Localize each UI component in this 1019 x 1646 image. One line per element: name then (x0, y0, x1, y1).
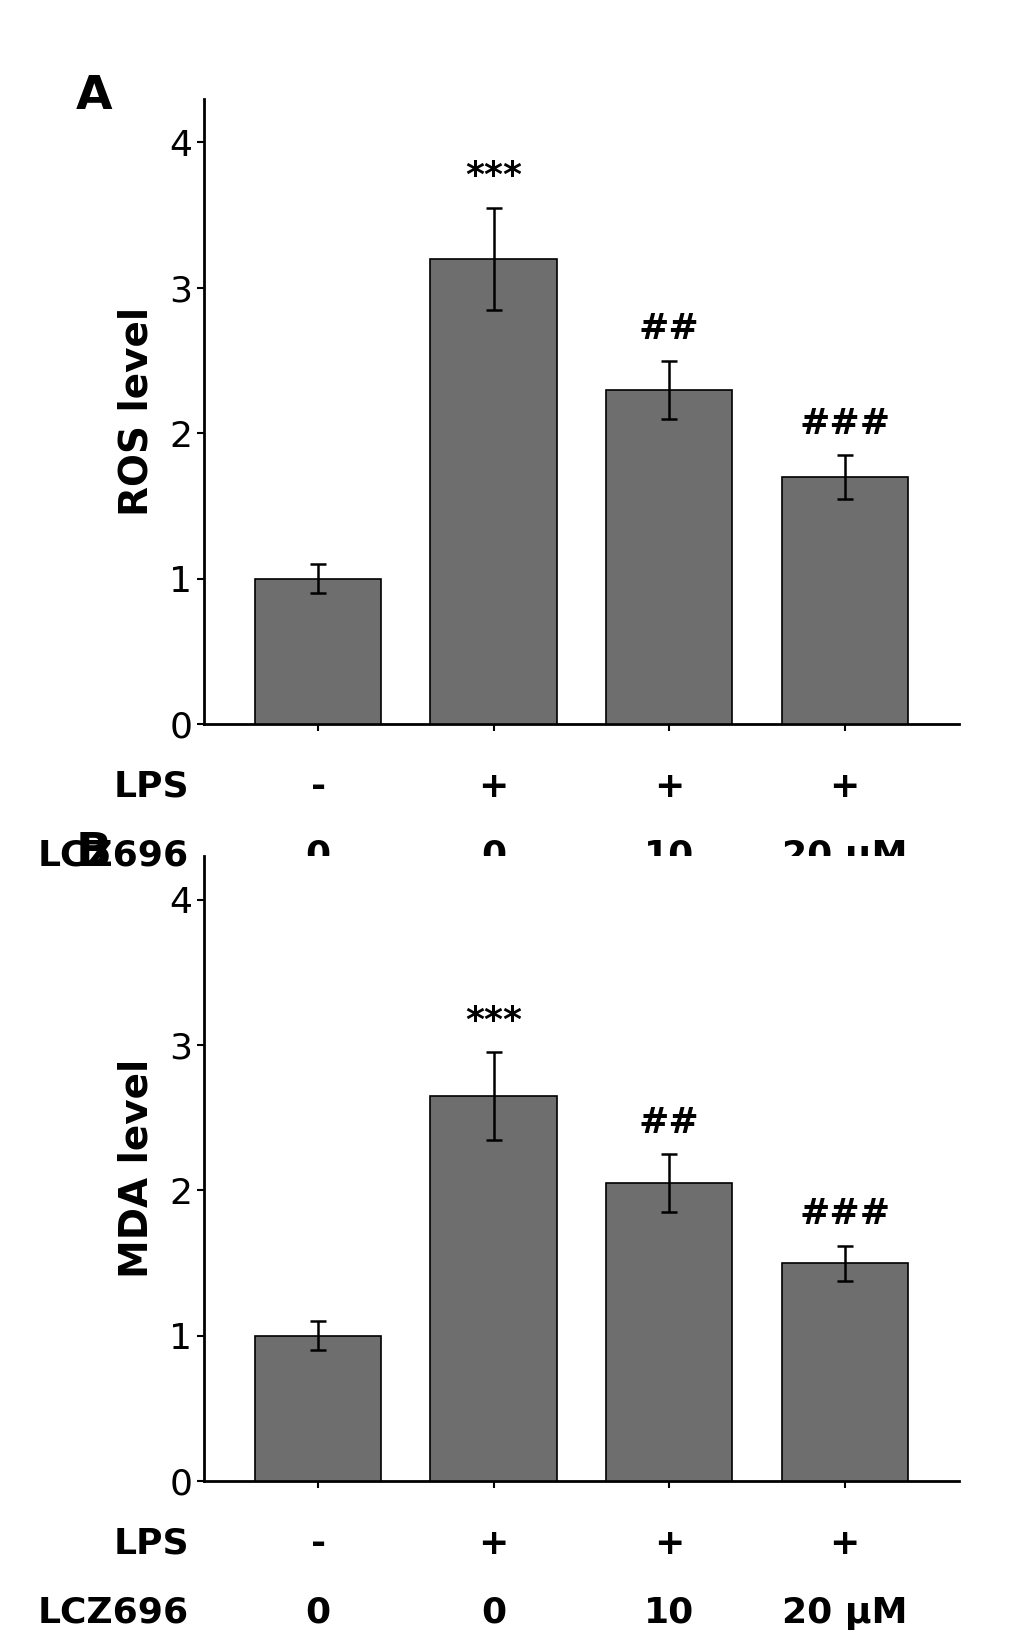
Text: LPS: LPS (113, 770, 189, 803)
Text: -: - (310, 770, 325, 803)
Text: +: + (478, 1527, 508, 1560)
Text: 0: 0 (306, 1595, 330, 1630)
Text: LCZ696: LCZ696 (38, 838, 189, 872)
Text: 10: 10 (643, 838, 694, 872)
Text: 0: 0 (481, 1595, 505, 1630)
Text: B: B (75, 831, 112, 876)
Y-axis label: MDA level: MDA level (117, 1058, 155, 1279)
Bar (255, 1337, 381, 1481)
Text: LPS: LPS (113, 1527, 189, 1560)
Text: 0: 0 (481, 838, 505, 872)
Bar (605, 1183, 732, 1481)
Text: -: - (310, 1527, 325, 1560)
Bar (430, 1096, 556, 1481)
Bar (781, 1262, 907, 1481)
Bar (430, 258, 556, 724)
Text: 20 μM: 20 μM (782, 1595, 907, 1630)
Y-axis label: ROS level: ROS level (117, 306, 155, 517)
Text: +: + (653, 1527, 684, 1560)
Text: ##: ## (638, 313, 699, 346)
Bar (781, 477, 907, 724)
Text: 10: 10 (643, 1595, 694, 1630)
Text: +: + (653, 770, 684, 803)
Text: +: + (828, 1527, 859, 1560)
Text: ***: *** (465, 160, 522, 193)
Text: 20 μM: 20 μM (782, 838, 907, 872)
Text: ##: ## (638, 1106, 699, 1139)
Bar (605, 390, 732, 724)
Text: A: A (75, 74, 112, 119)
Bar (255, 579, 381, 724)
Text: 0: 0 (306, 838, 330, 872)
Text: ###: ### (798, 1197, 890, 1231)
Text: +: + (478, 770, 508, 803)
Text: +: + (828, 770, 859, 803)
Text: LCZ696: LCZ696 (38, 1595, 189, 1630)
Text: ###: ### (798, 407, 890, 441)
Text: ***: *** (465, 1004, 522, 1037)
